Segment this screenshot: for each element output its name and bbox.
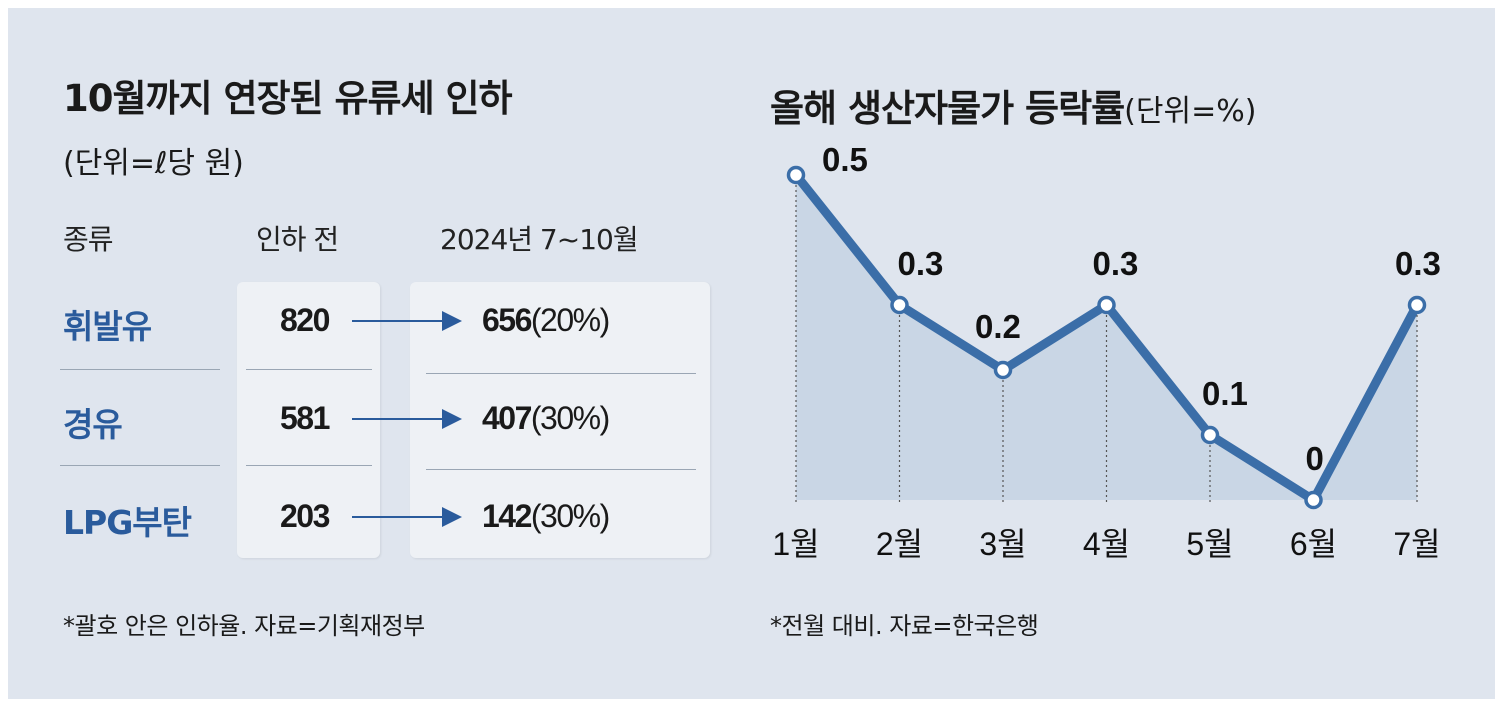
x-tick-label: 5월 bbox=[1186, 526, 1233, 562]
x-tick-label: 2월 bbox=[876, 526, 923, 562]
price-after: 407(30%) bbox=[482, 400, 610, 436]
right-footnote: *전월 대비. 자료=한국은행 bbox=[770, 612, 1039, 640]
data-label: 0 bbox=[1306, 440, 1324, 477]
right-title-row: 올해 생산자물가 등락률(단위=%) bbox=[770, 78, 1256, 132]
right-unit: (단위=%) bbox=[1124, 94, 1257, 129]
left-unit: (단위=ℓ당 원) bbox=[63, 146, 244, 181]
x-tick-label: 3월 bbox=[979, 526, 1026, 562]
data-label: 0.1 bbox=[1202, 375, 1248, 412]
data-label: 0.2 bbox=[975, 308, 1021, 345]
price-before: 203 bbox=[280, 498, 330, 534]
row-divider bbox=[246, 369, 372, 370]
data-label: 0.3 bbox=[898, 245, 944, 282]
row-divider bbox=[60, 465, 220, 466]
x-tick-label: 6월 bbox=[1290, 526, 1337, 562]
cut-rate: (20%) bbox=[530, 302, 610, 338]
left-title: 10월까지 연장된 유류세 인하 bbox=[63, 77, 513, 120]
x-tick-label: 4월 bbox=[1083, 526, 1130, 562]
line-chart: 0.5 0.3 0.2 0.3 0.1 0 0.3 1월 2월 3월 4월 5월 6월 7월 bbox=[772, 141, 1441, 562]
header-type: 종류 bbox=[63, 223, 114, 256]
fuel-diesel: 경유 bbox=[63, 405, 123, 444]
row-divider bbox=[426, 373, 696, 374]
cut-rate: (30%) bbox=[530, 400, 610, 436]
header-after: 2024년 7~10월 bbox=[440, 223, 639, 256]
data-point bbox=[1407, 295, 1427, 315]
row-divider bbox=[426, 469, 696, 470]
arrows-layer bbox=[352, 311, 462, 527]
row-divider bbox=[60, 369, 220, 370]
data-label: 0.5 bbox=[822, 141, 868, 178]
data-point bbox=[993, 360, 1013, 380]
fuel-gasoline: 휘발유 bbox=[63, 307, 152, 346]
price-before: 581 bbox=[280, 400, 330, 436]
price-after: 656(20%) bbox=[482, 302, 610, 338]
fuel-lpg-butane: LPG부탄 bbox=[63, 503, 192, 542]
data-point bbox=[1097, 295, 1116, 315]
x-tick-label: 7월 bbox=[1393, 526, 1440, 562]
data-point bbox=[786, 165, 806, 185]
area-fill bbox=[796, 175, 1417, 500]
left-footnote: *괄호 안은 인하율. 자료=기획재정부 bbox=[63, 612, 425, 640]
row-divider bbox=[246, 465, 372, 466]
x-tick-label: 1월 bbox=[772, 526, 819, 562]
data-point bbox=[1304, 490, 1323, 510]
cut-rate: (30%) bbox=[530, 498, 610, 534]
data-label: 0.3 bbox=[1093, 245, 1139, 282]
data-point bbox=[890, 295, 909, 315]
price-after: 142(30%) bbox=[482, 498, 610, 534]
header-before: 인하 전 bbox=[256, 223, 339, 256]
data-label: 0.3 bbox=[1395, 245, 1441, 282]
price-before: 820 bbox=[280, 302, 330, 338]
data-point bbox=[1200, 425, 1220, 445]
infographic-frame: 10월까지 연장된 유류세 인하 (단위=ℓ당 원) 종류 인하 전 2024년… bbox=[8, 8, 1495, 699]
right-title: 올해 생산자물가 등락률 bbox=[770, 87, 1125, 130]
